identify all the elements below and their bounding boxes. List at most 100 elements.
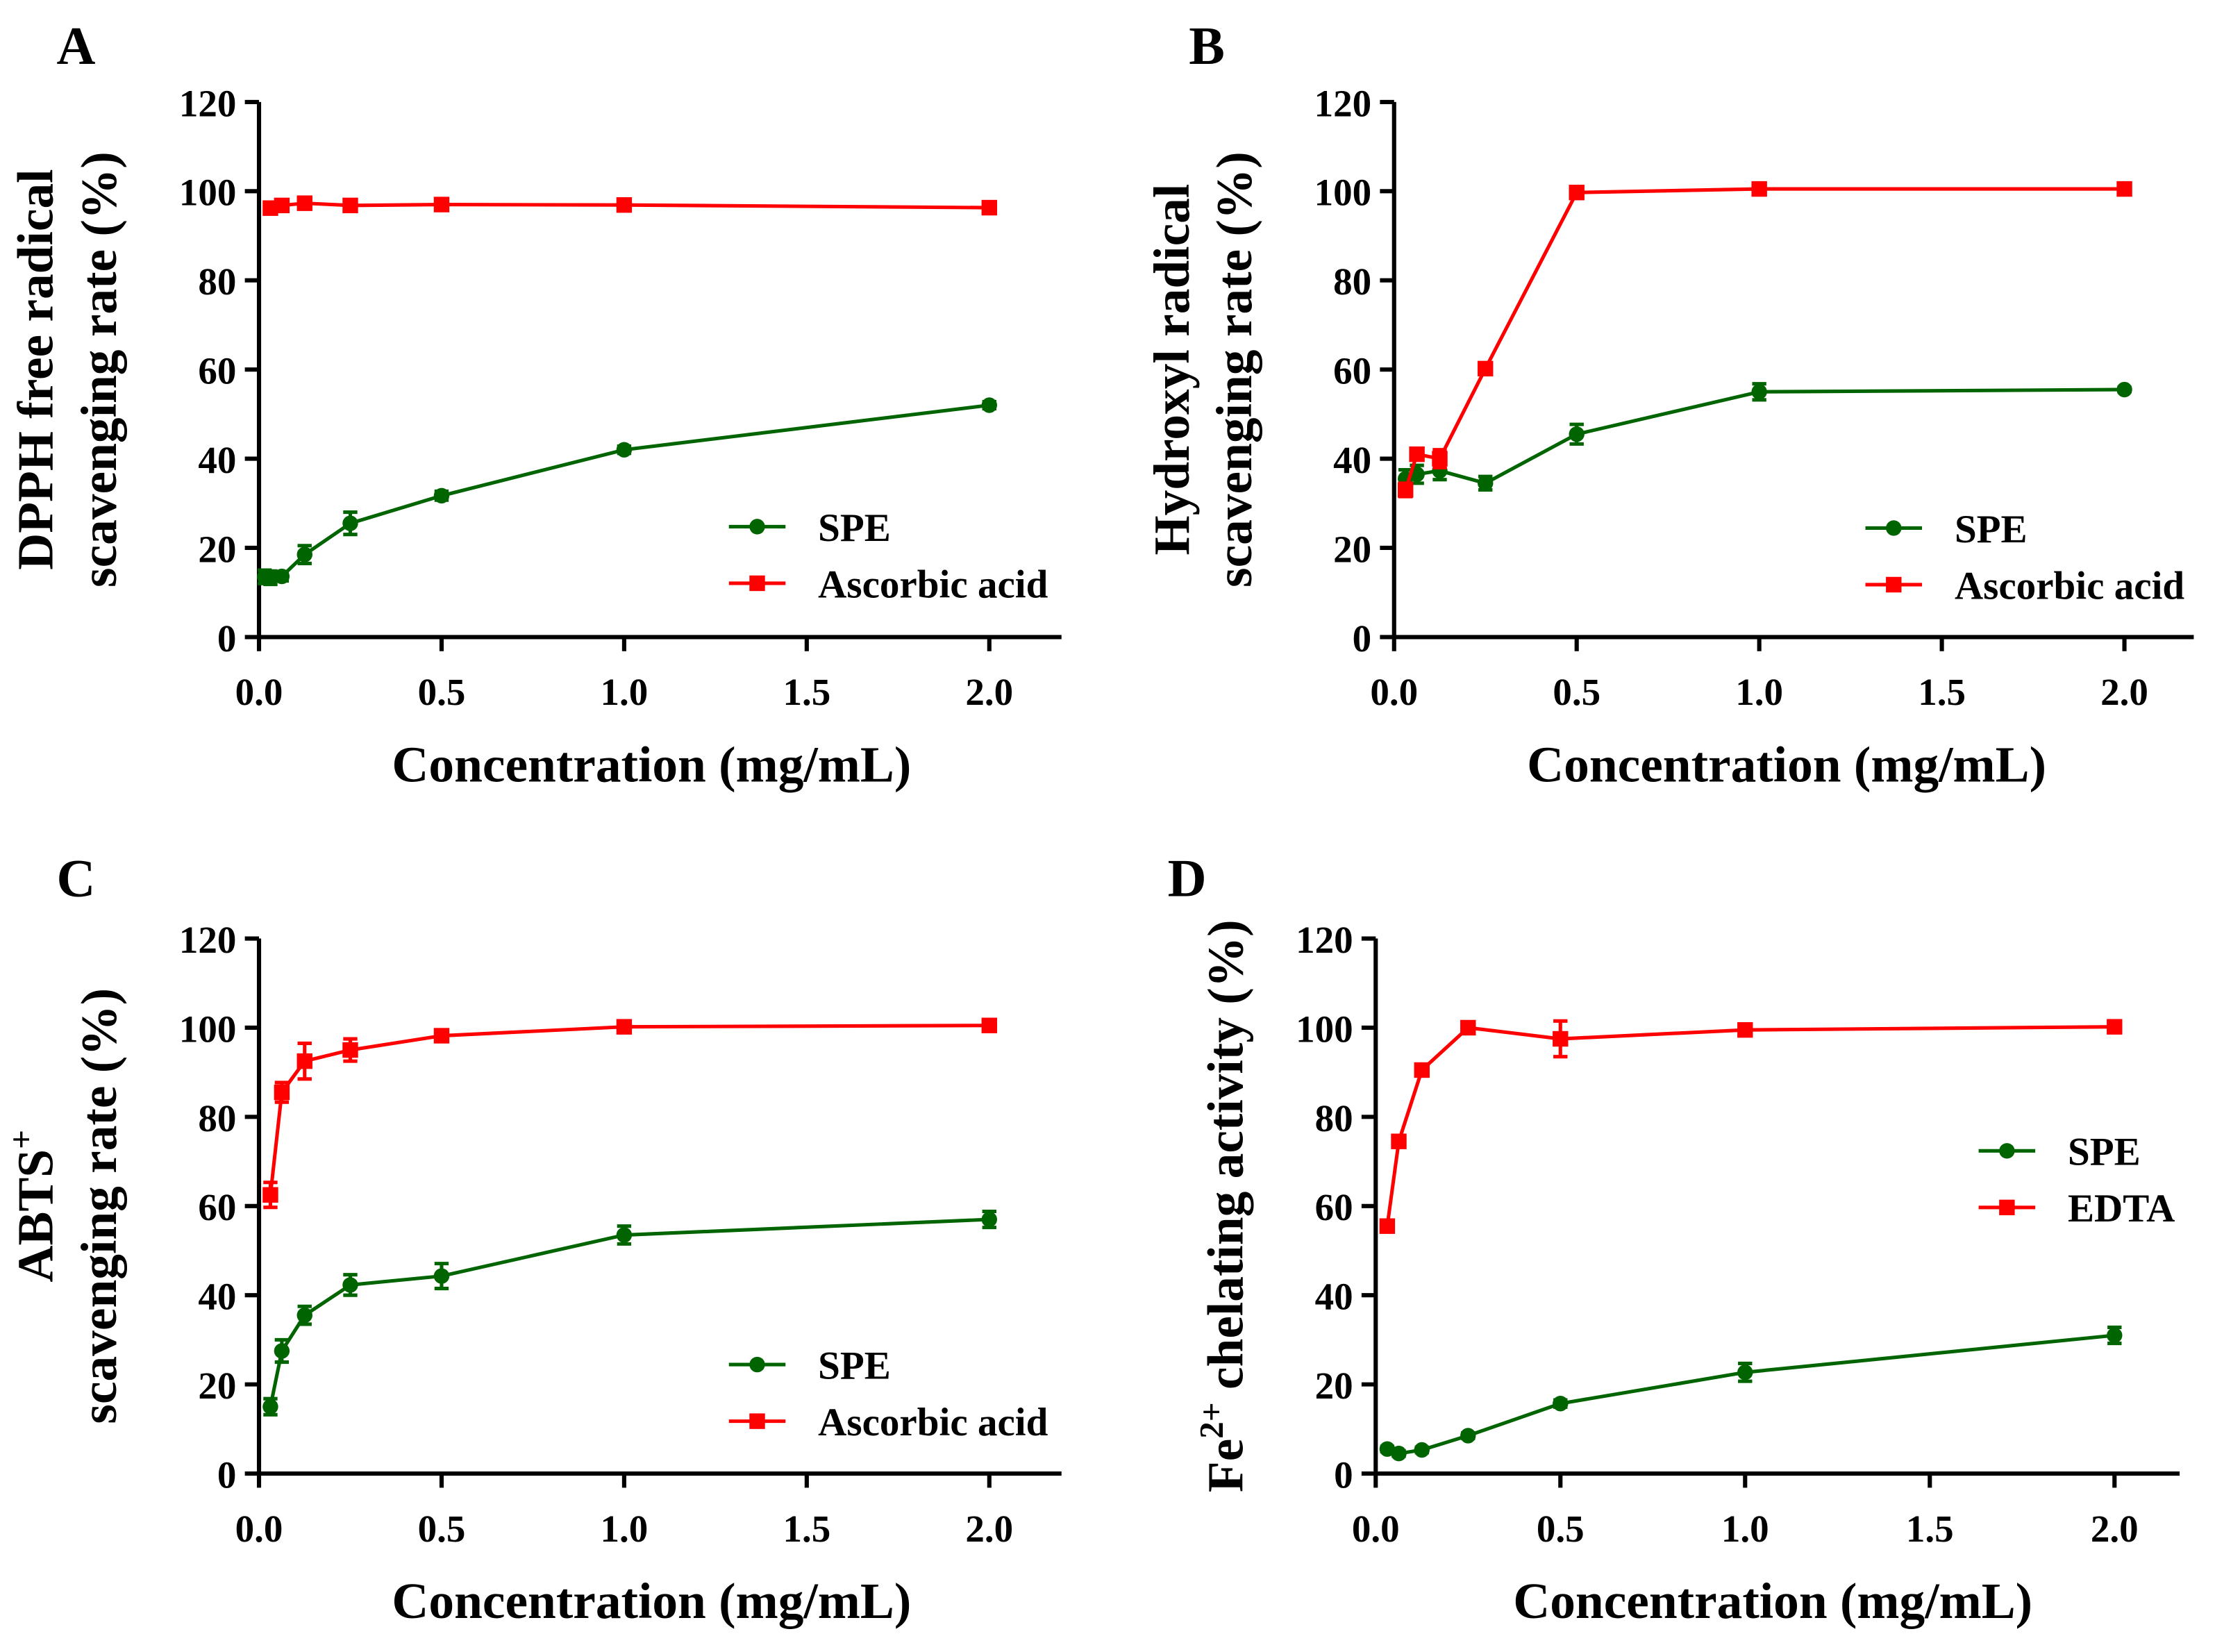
legend-marker — [749, 519, 765, 535]
legend-entry: EDTA — [1978, 1187, 2175, 1230]
y-tick-label: 40 — [198, 439, 236, 481]
y-axis-label-superscript: + — [2, 1130, 40, 1149]
y-tick-label: 20 — [198, 1365, 236, 1407]
data-point — [1397, 482, 1414, 498]
x-axis-label: Concentration (mg/mL) — [392, 736, 911, 792]
x-tick-label: 1.5 — [1906, 1508, 1954, 1550]
y-axis-label-line-1: DPPH free radical — [7, 169, 63, 569]
data-point — [2107, 1327, 2123, 1344]
y-axis-label-part: Fe — [1198, 1439, 1254, 1492]
y-tick-label: 0 — [217, 1453, 237, 1496]
x-tick-label: 1.5 — [783, 671, 830, 713]
legend-label: SPE — [818, 506, 891, 550]
data-point — [2116, 181, 2132, 197]
y-axis-label-part: ABTS — [7, 1149, 63, 1283]
y-tick-label: 80 — [198, 1097, 236, 1140]
data-point — [1379, 1218, 1396, 1234]
data-point — [1409, 446, 1425, 462]
y-axis-label-line-2: scavenging rate (%) — [71, 151, 127, 587]
y-tick-label: 60 — [1333, 350, 1371, 392]
y-axis-label-part: chelating activity (%) — [1198, 919, 1254, 1402]
data-point — [433, 197, 450, 212]
series-line — [1403, 187, 2125, 491]
data-point — [296, 547, 312, 562]
y-tick-label: 80 — [1333, 260, 1371, 303]
data-point — [981, 1211, 998, 1228]
data-point — [616, 1227, 633, 1243]
y-tick-label: 0 — [1353, 617, 1372, 660]
series-ascorbic-acid — [262, 1017, 998, 1210]
y-axis-label-line-2: scavenging rate (%) — [1206, 151, 1262, 587]
data-point — [1553, 1396, 1569, 1412]
data-point — [1751, 181, 1767, 197]
y-tick-label: 40 — [1315, 1276, 1353, 1318]
y-tick-label: 80 — [1315, 1097, 1353, 1140]
legend-label: Ascorbic acid — [1955, 564, 2184, 608]
x-tick-label: 0.0 — [235, 1508, 283, 1550]
x-tick-label: 0.5 — [1537, 1508, 1585, 1550]
series-line — [1386, 1333, 2115, 1455]
data-point — [433, 1268, 450, 1284]
legend-label: Ascorbic acid — [818, 1401, 1048, 1444]
y-tick-label: 20 — [1315, 1365, 1353, 1407]
x-axis-label: Concentration (mg/mL) — [1527, 736, 2046, 792]
data-point — [1414, 1442, 1430, 1458]
data-point — [1478, 360, 1494, 377]
series-spe — [257, 397, 998, 587]
y-tick-label: 120 — [1314, 82, 1372, 124]
data-point — [262, 1187, 278, 1203]
data-point — [2116, 381, 2132, 398]
legend-label: EDTA — [2068, 1187, 2175, 1230]
y-tick-label: 120 — [1296, 919, 1353, 961]
data-point — [616, 1019, 633, 1035]
y-tick-label: 120 — [179, 82, 237, 124]
legend-marker — [749, 1413, 765, 1429]
x-tick-label: 0.0 — [235, 671, 283, 713]
x-tick-label: 2.0 — [965, 671, 1013, 713]
legend-entry: SPE — [728, 506, 891, 550]
x-tick-label: 1.0 — [1735, 671, 1783, 713]
x-tick-label: 1.5 — [1918, 671, 1966, 713]
series-spe — [1397, 381, 2132, 492]
y-tick-label: 40 — [1333, 439, 1371, 481]
data-point — [274, 568, 290, 585]
data-point — [2107, 1019, 2123, 1035]
legend-label: SPE — [2068, 1130, 2141, 1174]
x-tick-label: 2.0 — [2100, 671, 2148, 713]
data-point — [616, 197, 633, 213]
data-point — [274, 1343, 290, 1359]
y-tick-label: 80 — [198, 260, 236, 303]
x-tick-label: 1.5 — [783, 1508, 830, 1550]
panel-c: C 0 20 40 60 80 100 120 0.0 0.5 1.0 1.5 2.0 Concentra… — [2, 848, 1062, 1629]
data-point — [274, 1084, 290, 1101]
series-line — [1405, 387, 2125, 485]
legend-entry: Ascorbic acid — [1865, 564, 2184, 608]
y-axis-label-superscript: 2+ — [1192, 1402, 1230, 1438]
x-tick-label: 2.0 — [2091, 1508, 2139, 1550]
y-axis-label-line-1: Hydroxyl radical — [1144, 184, 1200, 556]
legend-entry: SPE — [1865, 508, 2028, 551]
y-tick-label: 100 — [179, 172, 237, 214]
panel-label: D — [1168, 848, 1207, 908]
y-tick-label: 60 — [198, 1186, 236, 1228]
y-tick-label: 100 — [1296, 1008, 1353, 1050]
legend-entry: Ascorbic acid — [728, 562, 1048, 606]
series-spe — [1379, 1325, 2123, 1462]
data-point — [262, 1399, 278, 1415]
data-point — [342, 515, 358, 531]
data-point — [981, 1017, 998, 1033]
data-point — [342, 1042, 358, 1058]
data-point — [433, 487, 450, 504]
series-line — [1385, 1025, 2115, 1227]
y-tick-label: 40 — [198, 1276, 236, 1318]
x-tick-label: 1.0 — [1721, 1508, 1769, 1550]
y-tick-label: 120 — [179, 919, 237, 961]
data-point — [1414, 1062, 1430, 1078]
data-point — [1391, 1445, 1407, 1462]
legend-marker — [1999, 1143, 2015, 1159]
data-point — [296, 195, 312, 211]
x-tick-label: 2.0 — [965, 1508, 1013, 1550]
data-point — [1432, 451, 1448, 467]
data-point — [981, 199, 998, 216]
x-tick-label: 1.0 — [601, 671, 649, 713]
